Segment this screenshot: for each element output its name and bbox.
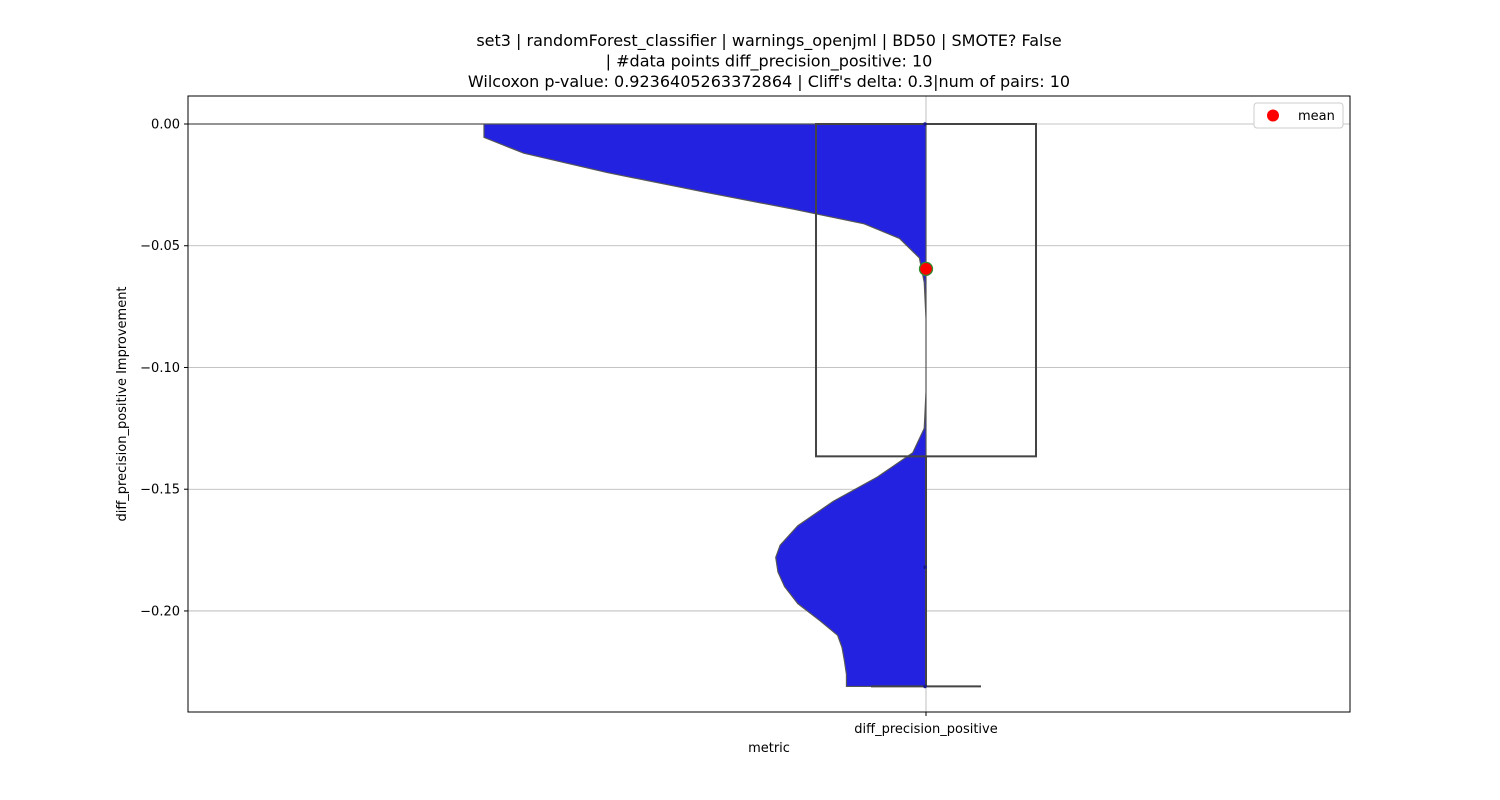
- legend: mean: [1253, 102, 1344, 129]
- legend-marker: [1267, 109, 1279, 122]
- y-tick-label: 0.00: [151, 118, 180, 133]
- x-axis-label: metric: [748, 741, 790, 756]
- chart-title-line: set3 | randomForest_classifier | warning…: [476, 31, 1061, 51]
- data-point: [923, 122, 927, 126]
- x-axis-ticks: diff_precision_positive: [854, 712, 998, 737]
- y-axis-ticks: 0.00 −0.05 −0.10 −0.15 −0.20: [140, 118, 188, 619]
- mean-marker: [918, 261, 934, 277]
- y-tick-label: −0.05: [140, 239, 180, 254]
- chart-title-line: Wilcoxon p-value: 0.9236405263372864 | C…: [468, 72, 1070, 91]
- y-tick-label: −0.20: [140, 604, 180, 619]
- data-point: [923, 565, 927, 569]
- y-tick-label: −0.15: [140, 483, 180, 498]
- violin-shape: [188, 123, 927, 688]
- x-tick-label: diff_precision_positive: [854, 722, 997, 737]
- data-points: [918, 122, 934, 689]
- legend-box: [1253, 102, 1344, 129]
- data-point: [923, 684, 927, 689]
- legend-label: mean: [1298, 109, 1335, 124]
- axes-frame: [187, 95, 1351, 713]
- chart-title-line: | #data points diff_precision_positive: …: [606, 52, 933, 72]
- chart-title: set3 | randomForest_classifier | warning…: [468, 31, 1070, 91]
- y-axis-label: diff_precision_positive Improvement: [115, 286, 130, 521]
- y-tick-label: −0.10: [140, 361, 180, 376]
